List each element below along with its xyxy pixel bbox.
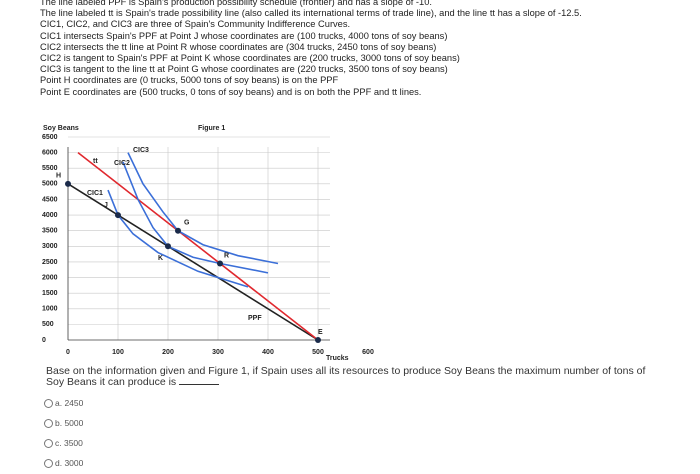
x-tick-label: 100 [112,349,124,356]
option-text: a. 2450 [55,398,84,408]
y-tick-label: 500 [42,321,54,328]
point [175,227,181,234]
intro-line: The line labeled tt is Spain's trade pos… [40,8,582,19]
option-radio[interactable] [44,418,53,428]
y-tick-label: 3500 [42,228,58,235]
point-label: K [158,255,163,262]
answer-blank [179,384,220,385]
y-axis-label: Soy Beans [43,125,79,132]
point-label: H [56,173,61,180]
intro-line: CIC2 is tangent to Spain's PPF at Point … [40,53,460,64]
intro-line: CIC1, CIC2, and CIC3 are three of Spain'… [40,19,351,30]
x-tick-label: 500 [312,349,324,356]
question: Base on the information given and Figure… [46,366,666,388]
intro: The line labeled PPF is Spain's producti… [40,0,582,98]
option[interactable]: d. 3000 [44,458,83,468]
y-tick-label: 5000 [42,181,58,188]
curve [107,189,249,288]
y-tick-label: 1500 [42,290,58,297]
option-radio[interactable] [44,458,53,468]
x-tick-label: 400 [262,349,274,356]
point-label: R [224,252,229,259]
figure-title: Figure 1 [198,125,225,132]
y-tick-label: 1000 [42,306,58,313]
option[interactable]: b. 5000 [44,418,83,428]
y-tick-label: 6500 [42,134,58,141]
x-tick-label: 200 [162,349,174,356]
curve [77,151,319,341]
point [315,337,321,343]
option-text: c. 3500 [55,438,83,448]
curve-label: tt [93,158,98,165]
point [115,212,121,219]
question-text: Base on the information given and Figure… [46,365,646,388]
curve [122,161,269,274]
y-tick-label: 5500 [42,165,58,172]
y-tick-label: 2000 [42,274,58,281]
intro-line: Point H coordinates are (0 trucks, 5000 … [40,75,339,86]
option-radio[interactable] [44,438,53,448]
option[interactable]: c. 3500 [44,438,83,448]
y-tick-label: 3000 [42,243,58,250]
curve-label: PPF [248,315,262,322]
x-axis-label: Trucks [326,355,349,362]
option-text: d. 3000 [55,458,84,468]
curve [67,183,319,341]
y-tick-label: 4000 [42,212,58,219]
option-radio[interactable] [44,398,53,408]
curve-label: CIC3 [133,147,149,154]
point-label: J [104,202,108,209]
curve-label: CIC1 [87,190,103,197]
x-tick-label: 0 [66,349,70,356]
option[interactable]: a. 2450 [44,398,83,408]
point [165,243,171,250]
intro-line: CIC1 intersects Spain's PPF at Point J w… [40,30,448,41]
intro-line: Point E coordinates are (500 trucks, 0 t… [40,86,422,97]
y-tick-label: 0 [42,337,46,344]
y-tick-label: 6000 [42,149,58,156]
point [65,180,71,187]
y-tick-label: 2500 [42,259,58,266]
point [217,260,223,267]
intro-line: CIC3 is tangent to the line tt at Point … [40,64,448,75]
option-text: b. 5000 [55,418,84,428]
point-label: E [318,329,323,336]
intro-line: CIC2 intersects the tt line at Point R w… [40,41,437,52]
curve-label: CIC2 [114,160,130,167]
intro-line: The line labeled PPF is Spain's producti… [40,0,432,7]
x-tick-label: 300 [212,349,224,356]
y-tick-label: 4500 [42,196,58,203]
x-tick-label: 600 [362,349,374,356]
point-label: G [184,220,190,227]
